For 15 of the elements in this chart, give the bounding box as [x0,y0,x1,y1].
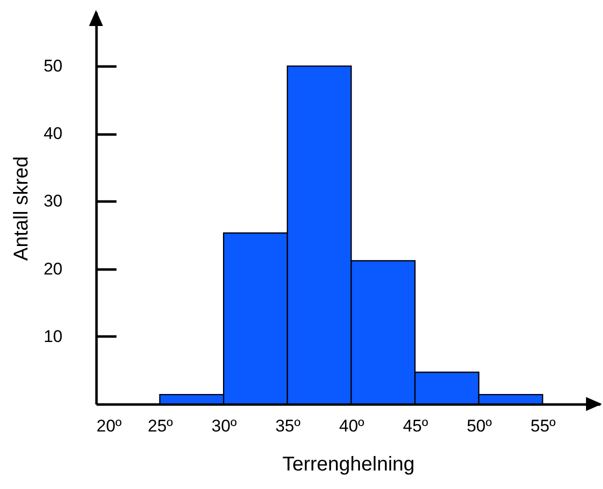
x-tick-label: 35º [275,416,300,436]
x-tick-label: 20º [96,416,122,436]
y-axis-title: Antall skred [10,156,33,261]
y-tick-label: 20 [44,259,62,278]
y-tick-label: 40 [44,124,62,144]
x-tick-label: 50º [466,416,492,436]
x-tick-label: 25º [148,416,173,436]
y-tick-label: 30 [44,192,62,211]
x-tick-label: 40º [339,416,364,436]
x-tick-label: 30º [212,416,237,436]
x-axis-title: Terrenghelning [282,454,415,476]
y-tick-label: 10 [44,326,62,346]
y-tick-label: 50 [44,56,62,76]
x-tick-label: 55º [530,416,556,436]
x-tick-label: 45º [402,416,428,436]
